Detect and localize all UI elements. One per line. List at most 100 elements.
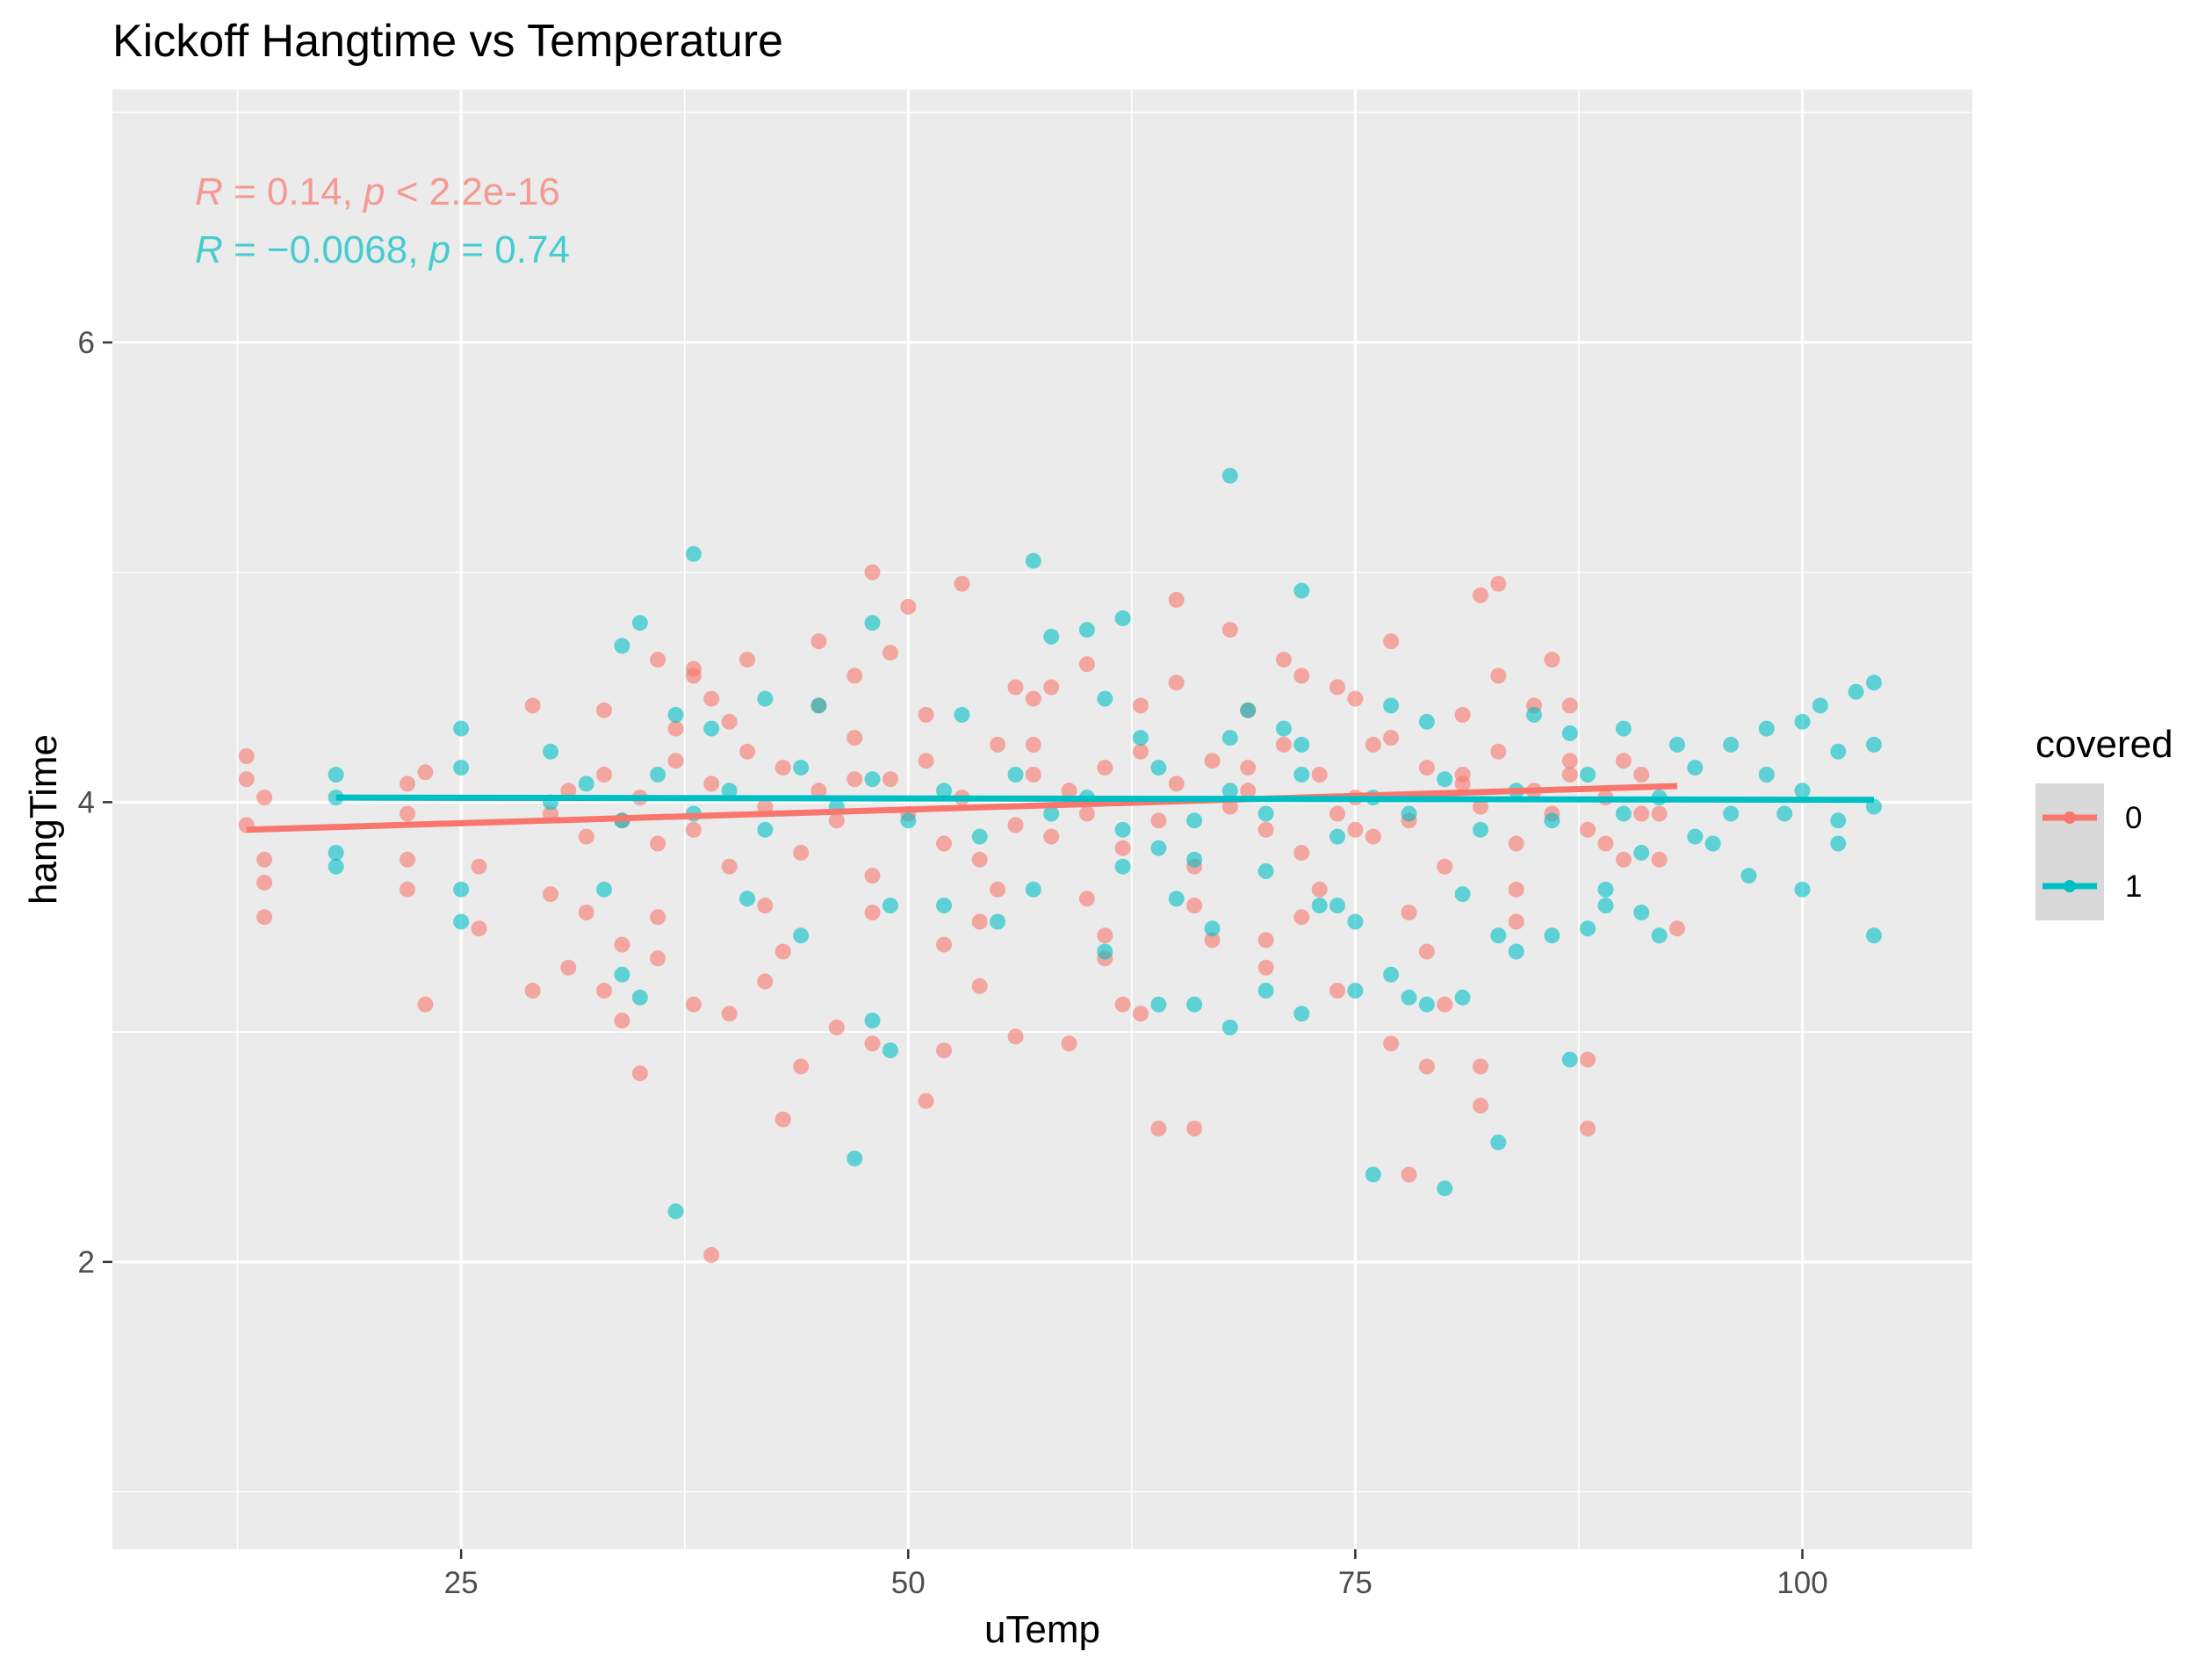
data-point-series-1 <box>1651 927 1668 944</box>
data-point-series-1 <box>793 760 810 776</box>
data-point-series-1 <box>1561 725 1578 741</box>
data-point-series-0 <box>1473 587 1488 603</box>
data-point-series-0 <box>1561 753 1578 769</box>
data-point-series-0 <box>400 775 415 792</box>
data-point-series-0 <box>1150 812 1167 829</box>
data-point-series-1 <box>1257 805 1274 822</box>
y-tick-label: 6 <box>78 326 95 360</box>
data-point-series-0 <box>1097 927 1113 944</box>
data-point-series-1 <box>614 638 630 654</box>
data-point-series-1 <box>1150 760 1167 776</box>
data-point-series-1 <box>1257 862 1274 879</box>
data-point-series-0 <box>1544 652 1560 668</box>
data-point-series-1 <box>1526 706 1542 723</box>
data-point-series-1 <box>757 821 774 838</box>
data-point-series-0 <box>1580 821 1596 838</box>
data-point-series-0 <box>775 760 791 776</box>
data-point-series-0 <box>1490 743 1507 760</box>
data-point-series-0 <box>864 905 881 920</box>
data-point-series-0 <box>936 835 952 852</box>
data-point-series-1 <box>1043 805 1060 822</box>
data-point-series-0 <box>721 858 738 875</box>
data-point-series-0 <box>614 936 630 953</box>
data-point-series-1 <box>1347 913 1364 930</box>
data-point-series-1 <box>1794 713 1811 730</box>
data-point-series-0 <box>400 851 415 868</box>
data-point-series-1 <box>1615 720 1632 737</box>
data-point-series-0 <box>1293 667 1310 684</box>
data-point-series-1 <box>1794 881 1811 898</box>
data-point-series-1 <box>1347 983 1364 999</box>
stat-labels: R = 0.14, p < 2.2e-16 R = −0.0068, p = 0.… <box>195 170 570 271</box>
data-point-series-0 <box>1043 679 1060 696</box>
data-point-series-1 <box>1418 996 1435 1013</box>
data-point-series-0 <box>847 667 863 684</box>
data-point-series-1 <box>596 881 612 898</box>
data-point-series-0 <box>471 920 487 937</box>
data-point-series-1 <box>1329 828 1345 845</box>
data-point-series-0 <box>1615 851 1632 868</box>
data-point-series-1 <box>971 828 988 845</box>
data-point-series-0 <box>1383 730 1400 747</box>
data-point-series-0 <box>811 783 827 799</box>
data-point-series-0 <box>1240 760 1257 776</box>
data-point-series-0 <box>757 898 774 914</box>
data-point-series-0 <box>1078 656 1095 673</box>
data-point-series-1 <box>614 966 630 983</box>
data-point-series-0 <box>1275 736 1292 753</box>
data-point-series-0 <box>703 775 720 792</box>
data-point-series-1 <box>667 1203 684 1220</box>
data-point-series-1 <box>1401 989 1417 1006</box>
x-tick-label: 75 <box>1338 1566 1373 1600</box>
data-point-series-0 <box>1508 835 1524 852</box>
data-point-series-0 <box>864 868 881 884</box>
data-point-series-1 <box>453 881 470 898</box>
data-point-series-0 <box>1257 932 1274 949</box>
data-point-series-1 <box>1866 674 1882 691</box>
data-point-series-0 <box>1257 821 1274 838</box>
data-point-series-0 <box>1365 828 1381 845</box>
data-point-series-0 <box>1097 760 1113 776</box>
data-point-series-0 <box>703 690 720 707</box>
data-point-series-0 <box>1061 1035 1077 1052</box>
data-point-series-0 <box>1078 891 1095 907</box>
data-point-series-1 <box>1043 628 1060 645</box>
data-point-series-1 <box>1168 891 1185 907</box>
data-point-series-0 <box>1473 1097 1488 1114</box>
data-point-series-0 <box>1114 996 1131 1013</box>
data-point-series-0 <box>1418 760 1435 776</box>
data-point-series-0 <box>1561 697 1578 714</box>
data-point-series-0 <box>1168 674 1185 691</box>
data-point-series-0 <box>1633 805 1650 822</box>
data-point-series-1 <box>1150 996 1167 1013</box>
data-point-series-0 <box>900 598 917 615</box>
data-point-series-0 <box>1293 909 1310 926</box>
data-point-series-1 <box>1401 805 1417 822</box>
data-point-series-0 <box>1275 652 1292 668</box>
data-point-series-0 <box>1651 851 1668 868</box>
data-point-series-0 <box>954 575 970 592</box>
data-point-series-0 <box>882 645 898 661</box>
data-point-series-1 <box>1561 1051 1578 1068</box>
data-point-series-0 <box>1580 1121 1596 1136</box>
data-point-series-0 <box>757 973 774 990</box>
data-point-series-0 <box>1651 805 1668 822</box>
data-point-series-1 <box>453 913 470 930</box>
data-point-series-1 <box>1454 886 1471 903</box>
data-point-series-0 <box>596 702 612 718</box>
data-point-series-0 <box>847 771 863 788</box>
data-point-series-0 <box>1257 959 1274 976</box>
data-point-series-1 <box>631 615 648 631</box>
grid-minor <box>112 90 1972 1549</box>
data-point-series-1 <box>1830 812 1847 829</box>
data-point-series-1 <box>1240 702 1257 718</box>
data-point-series-0 <box>238 748 255 764</box>
data-point-series-1 <box>1221 783 1238 799</box>
data-point-series-0 <box>1293 845 1310 861</box>
stat-label-series-1: R = −0.0068, p = 0.74 <box>195 228 570 271</box>
trend-layer <box>246 783 1874 833</box>
data-point-series-1 <box>864 615 881 631</box>
data-point-series-0 <box>417 764 434 781</box>
data-point-series-0 <box>524 983 541 999</box>
data-point-series-1 <box>864 1013 881 1028</box>
